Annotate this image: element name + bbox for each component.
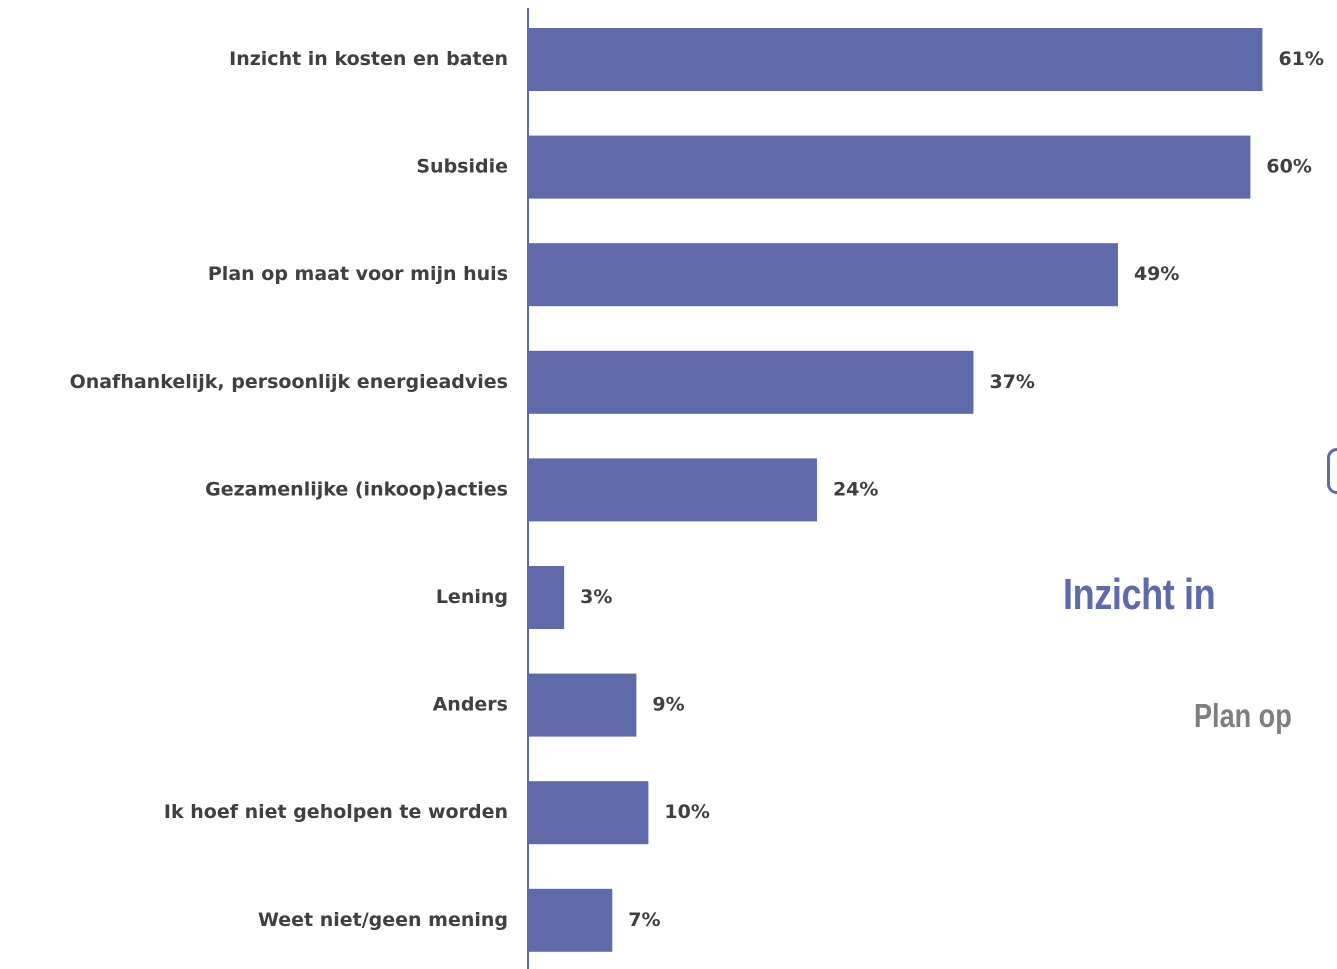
bar [528,673,637,737]
bar [528,566,565,629]
side-panel-box [1327,448,1337,494]
value-label: 9% [652,694,684,716]
category-label: Anders [433,694,508,716]
value-label: 10% [664,801,709,823]
value-label: 49% [1134,263,1179,285]
overlay-title: Inzicht in [1063,570,1216,619]
category-label: Subsidie [416,156,508,178]
value-label: 7% [628,909,660,931]
category-label: Ik hoef niet geholpen te worden [164,801,508,823]
value-label: 61% [1278,48,1323,70]
bar [528,243,1118,307]
value-label: 60% [1266,156,1311,178]
value-label: 3% [580,586,612,608]
bar [528,781,649,845]
category-label: Lening [436,586,508,608]
category-label: Weet niet/geen mening [258,909,508,931]
value-label: 37% [989,371,1034,393]
category-label: Gezamenlijke (inkoop)acties [205,478,508,500]
bar [528,888,613,952]
bar [528,28,1263,91]
bar [528,458,817,522]
category-label: Inzicht in kosten en baten [229,48,508,70]
value-label: 24% [833,478,878,500]
bar [528,135,1251,199]
category-label: Plan op maat voor mijn huis [208,263,508,285]
category-label: Onafhankelijk, persoonlijk energieadvies [70,371,508,393]
overlay-subtitle: Plan op [1194,697,1292,734]
bar [528,350,974,414]
